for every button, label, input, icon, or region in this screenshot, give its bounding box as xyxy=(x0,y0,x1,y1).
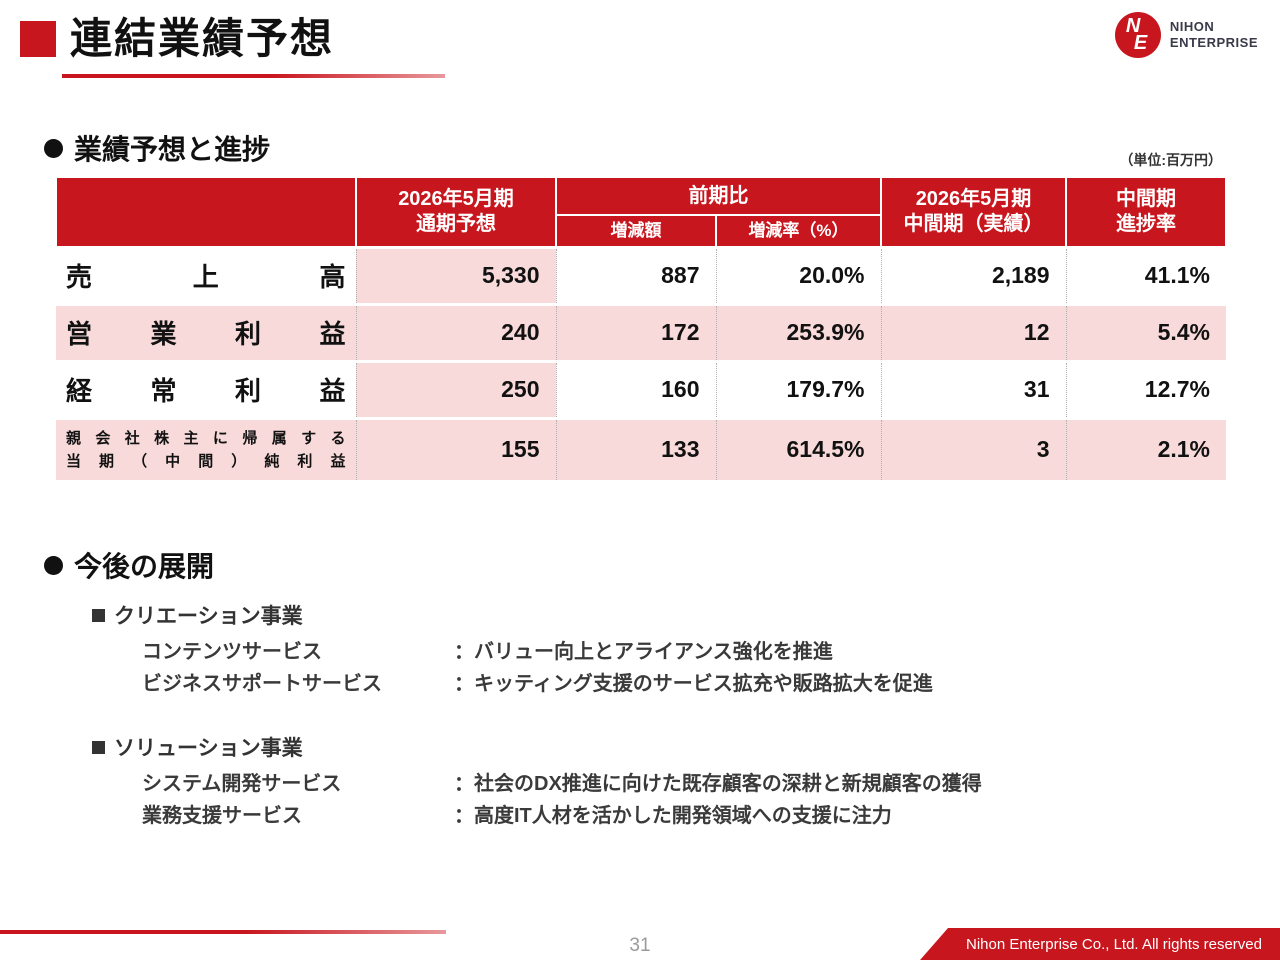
header-interim-line1: 2026年5月期 xyxy=(915,187,1032,210)
row-label-cell: 売上高 xyxy=(56,245,356,304)
item-label: システム開発サービス xyxy=(142,773,342,795)
copyright-text: Nihon Enterprise Co., Ltd. All rights re… xyxy=(966,935,1262,953)
header-full-year-forecast: 2026年5月期 通期予想 xyxy=(355,176,557,248)
cell-forecast: 250 xyxy=(355,359,556,418)
row-label: 営業利益 xyxy=(66,319,346,349)
cell-progress: 2.1% xyxy=(1065,416,1226,480)
header-forecast-line2: 通期予想 xyxy=(416,212,496,235)
forecast-section-heading: 業績予想と進捗 xyxy=(44,128,270,168)
item-label: コンテンツサービス xyxy=(142,641,322,663)
row-label-cell: 経常利益 xyxy=(56,359,356,418)
cell-yoy-amount: 133 xyxy=(555,416,716,480)
outlook-section-heading: 今後の展開 xyxy=(44,545,214,585)
circle-bullet-icon xyxy=(44,555,63,575)
footer-accent-line xyxy=(0,930,446,934)
cell-interim: 2,189 xyxy=(880,245,1066,304)
row-label-line2: 当期（中間）純利益 xyxy=(66,452,346,470)
cell-yoy-amount: 160 xyxy=(555,359,716,418)
outlook-content: クリエーション事業 コンテンツサービス ：バリュー向上とアライアンス強化を推進 … xyxy=(92,600,982,864)
cell-forecast: 155 xyxy=(355,416,556,480)
header-progress-line2: 進捗率 xyxy=(1116,212,1176,235)
group-title: クリエーション事業 xyxy=(114,605,303,628)
cell-yoy-amount: 172 xyxy=(555,302,716,361)
forecast-section-title: 業績予想と進捗 xyxy=(74,134,271,165)
cell-yoy-rate: 179.7% xyxy=(715,359,881,418)
header-yoy: 前期比 xyxy=(555,176,882,216)
logo-letter-e: E xyxy=(1133,32,1148,54)
header-interim-line2: 中間期（実績） xyxy=(903,212,1044,235)
header-progress-line1: 中間期 xyxy=(1116,187,1176,210)
item-description: ：社会のDX推進に向けた既存顧客の深耕と新規顧客の獲得 xyxy=(454,773,982,795)
unit-note: （単位:百万円） xyxy=(1119,152,1222,168)
logo-wordmark: NIHON ENTERPRISE xyxy=(1170,19,1258,50)
header-blank-cell xyxy=(55,176,357,248)
row-label-line1: 親会社株主に帰属する xyxy=(66,429,346,447)
outlook-item: 業務支援サービス ：高度IT人材を活かした開発領域への支援に注力 xyxy=(142,800,982,832)
group-title: ソリューション事業 xyxy=(114,737,303,760)
cell-yoy-rate: 614.5% xyxy=(715,416,881,480)
table-row-ordinary-income: 経常利益 250 160 179.7% 31 12.7% xyxy=(56,359,1226,418)
cell-interim: 3 xyxy=(880,416,1066,480)
header-yoy-amount: 増減額 xyxy=(555,214,717,248)
business-group-creation: クリエーション事業 コンテンツサービス ：バリュー向上とアライアンス強化を推進 … xyxy=(92,600,982,700)
square-bullet-icon xyxy=(92,740,105,754)
cell-progress: 5.4% xyxy=(1065,302,1226,361)
cell-interim: 12 xyxy=(880,302,1066,361)
header-progress-rate: 中間期 進捗率 xyxy=(1065,176,1227,248)
title-marker-square xyxy=(20,21,56,58)
item-description: ：バリュー向上とアライアンス強化を推進 xyxy=(454,641,833,663)
row-label-cell: 親会社株主に帰属する 当期（中間）純利益 xyxy=(56,416,356,480)
circle-bullet-icon xyxy=(44,138,63,158)
outlook-section-title: 今後の展開 xyxy=(74,551,215,582)
logo-name-line1: NIHON xyxy=(1169,19,1215,35)
table-row-operating-income: 営業利益 240 172 253.9% 12 5.4% xyxy=(56,302,1226,361)
header-forecast-line1: 2026年5月期 xyxy=(398,187,514,210)
outlook-item: システム開発サービス ：社会のDX推進に向けた既存顧客の深耕と新規顧客の獲得 xyxy=(142,768,982,800)
forecast-table: 2026年5月期 通期予想 前期比 2026年5月期 中間期（実績） 中間期 進… xyxy=(55,176,1227,480)
header-yoy-rate: 増減率（%） xyxy=(715,214,882,248)
page-title: 連結業績予想 xyxy=(70,15,335,62)
group-title-row: クリエーション事業 xyxy=(92,600,982,630)
cell-forecast: 240 xyxy=(355,302,556,361)
item-label: ビジネスサポートサービス xyxy=(142,673,382,695)
cell-progress: 12.7% xyxy=(1065,359,1226,418)
table-row-net-sales: 売上高 5,330 887 20.0% 2,189 41.1% xyxy=(56,245,1226,304)
slide-header: 連結業績予想 xyxy=(20,15,335,62)
item-description: ：高度IT人材を活かした開発領域への支援に注力 xyxy=(454,805,892,827)
logo-name-line2: ENTERPRISE xyxy=(1169,35,1258,50)
outlook-item: コンテンツサービス ：バリュー向上とアライアンス強化を推進 xyxy=(142,636,982,668)
cell-interim: 31 xyxy=(880,359,1066,418)
logo-icon: N E xyxy=(1114,12,1161,58)
cell-forecast: 5,330 xyxy=(355,245,556,304)
item-description: ：キッティング支援のサービス拡充や販路拡大を促進 xyxy=(454,673,933,695)
cell-yoy-amount: 887 xyxy=(555,245,716,304)
logo-letter-n: N xyxy=(1125,15,1141,37)
business-group-solution: ソリューション事業 システム開発サービス ：社会のDX推進に向けた既存顧客の深耕… xyxy=(92,732,982,832)
group-title-row: ソリューション事業 xyxy=(92,732,982,762)
outlook-item: ビジネスサポートサービス ：キッティング支援のサービス拡充や販路拡大を促進 xyxy=(142,668,982,700)
table-row-net-income: 親会社株主に帰属する 当期（中間）純利益 155 133 614.5% 3 2.… xyxy=(56,416,1226,480)
cell-yoy-rate: 20.0% xyxy=(715,245,881,304)
cell-progress: 41.1% xyxy=(1065,245,1226,304)
company-logo: N E NIHON ENTERPRISE xyxy=(1114,12,1258,58)
header-interim-actual: 2026年5月期 中間期（実績） xyxy=(880,176,1067,248)
row-label: 売上高 xyxy=(66,262,346,292)
square-bullet-icon xyxy=(92,608,105,622)
row-label: 経常利益 xyxy=(66,376,346,406)
item-label: 業務支援サービス xyxy=(142,805,302,827)
row-label-cell: 営業利益 xyxy=(56,302,356,361)
page-number: 31 xyxy=(629,935,651,956)
cell-yoy-rate: 253.9% xyxy=(715,302,881,361)
title-underline xyxy=(62,74,445,78)
copyright-banner: Nihon Enterprise Co., Ltd. All rights re… xyxy=(920,928,1280,960)
